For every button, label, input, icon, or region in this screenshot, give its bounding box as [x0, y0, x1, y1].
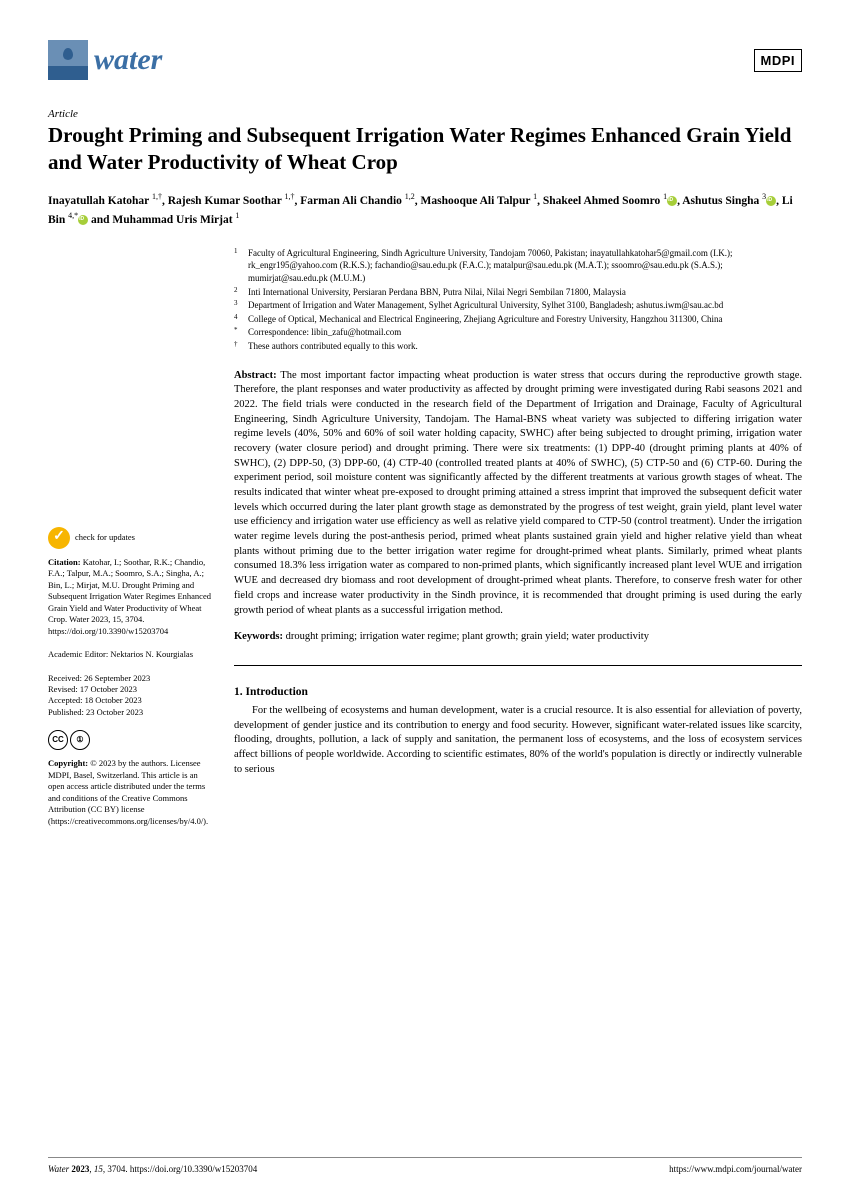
affiliation-row: 2Inti International University, Persiara… — [234, 286, 802, 299]
accepted-date: Accepted: 18 October 2023 — [48, 695, 216, 706]
page: water MDPI Article Drought Priming and S… — [0, 0, 850, 1202]
journal-logo: water — [48, 40, 162, 80]
water-logo-icon — [48, 40, 88, 80]
main-content: 1Faculty of Agricultural Engineering, Si… — [234, 247, 802, 827]
journal-name: water — [94, 43, 162, 77]
check-updates-icon: ✓ — [48, 527, 70, 549]
affiliation-row: 1Faculty of Agricultural Engineering, Si… — [234, 247, 802, 285]
keywords-label: Keywords: — [234, 631, 283, 642]
affiliation-row: 4College of Optical, Mechanical and Elec… — [234, 313, 802, 326]
revised-date: Revised: 17 October 2023 — [48, 684, 216, 695]
sidebar: ✓ check for updates Citation: Katohar, I… — [48, 247, 216, 827]
section-heading: 1. Introduction — [234, 684, 802, 700]
page-footer: Water 2023, 15, 3704. Water 2023, 15, 37… — [48, 1157, 802, 1174]
keywords-text: drought priming; irrigation water regime… — [286, 631, 649, 642]
license-block: CC ① — [48, 730, 216, 750]
affiliation-row: 3Department of Irrigation and Water Mana… — [234, 299, 802, 312]
editor-name: Nektarios N. Kourgialas — [110, 649, 193, 659]
affiliation-row: †These authors contributed equally to th… — [234, 340, 802, 353]
abstract-block: Abstract: The most important factor impa… — [234, 369, 802, 619]
footer-right[interactable]: https://www.mdpi.com/journal/water — [669, 1164, 802, 1174]
copyright-text: Copyright: © 2023 by the authors. Licens… — [48, 758, 216, 827]
copyright-label: Copyright: — [48, 758, 88, 768]
abstract-label: Abstract: — [234, 370, 277, 381]
footer-left: Water 2023, 15, 3704. Water 2023, 15, 37… — [48, 1164, 257, 1174]
article-type: Article — [48, 108, 802, 120]
published-date: Published: 23 October 2023 — [48, 707, 216, 718]
editor-label: Academic Editor: — [48, 649, 108, 659]
copyright-body: © 2023 by the authors. Licensee MDPI, Ba… — [48, 758, 208, 825]
check-updates-label: check for updates — [75, 533, 135, 542]
citation-text: Katohar, I.; Soothar, R.K.; Chandio, F.A… — [48, 557, 211, 636]
article-title: Drought Priming and Subsequent Irrigatio… — [48, 122, 802, 177]
dates-block: Received: 26 September 2023 Revised: 17 … — [48, 673, 216, 719]
publisher-badge: MDPI — [754, 49, 803, 72]
header: water MDPI — [48, 40, 802, 80]
cc-by-icon: CC ① — [48, 730, 216, 750]
editor-block: Academic Editor: Nektarios N. Kourgialas — [48, 649, 216, 660]
abstract-text: The most important factor impacting whea… — [234, 370, 802, 616]
authors-list: Inayatullah Katohar 1,†, Rajesh Kumar So… — [48, 191, 802, 229]
divider — [234, 665, 802, 666]
received-date: Received: 26 September 2023 — [48, 673, 216, 684]
affiliation-row: *Correspondence: libin_zafu@hotmail.com — [234, 326, 802, 339]
affiliations-list: 1Faculty of Agricultural Engineering, Si… — [234, 247, 802, 353]
check-updates-badge[interactable]: ✓ check for updates — [48, 527, 216, 549]
intro-paragraph: For the wellbeing of ecosystems and huma… — [234, 704, 802, 777]
citation-block: Citation: Katohar, I.; Soothar, R.K.; Ch… — [48, 557, 216, 637]
keywords-block: Keywords: drought priming; irrigation wa… — [234, 630, 802, 645]
citation-label: Citation: — [48, 557, 81, 567]
content-columns: ✓ check for updates Citation: Katohar, I… — [48, 247, 802, 827]
